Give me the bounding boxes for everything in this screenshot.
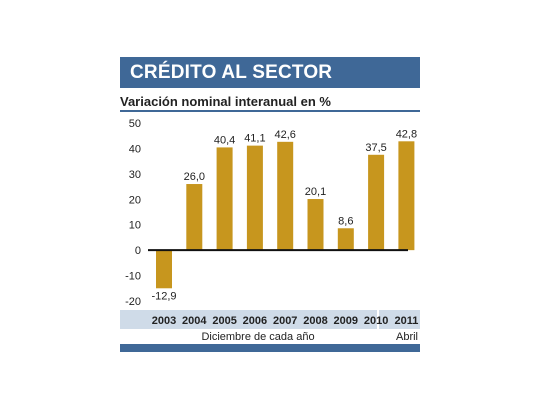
y-tick-label: 0 <box>135 245 141 257</box>
period-label-april: Abril <box>396 331 418 343</box>
data-label-2005: 40,4 <box>214 134 235 146</box>
x-tick-label-2005: 2005 <box>212 315 236 327</box>
bar-2006 <box>246 145 263 251</box>
bars <box>156 141 415 289</box>
y-tick-label: 10 <box>129 220 141 232</box>
data-label-2010: 37,5 <box>365 142 386 154</box>
x-tick-label-2008: 2008 <box>303 315 327 327</box>
chart-title: CRÉDITO AL SECTOR PRIVADO <box>120 57 420 114</box>
data-label-2003: -12,9 <box>151 290 176 302</box>
x-tick-label-2003: 2003 <box>152 315 176 327</box>
year-band <box>120 310 420 329</box>
x-tick-label-2007: 2007 <box>273 315 297 327</box>
y-tick-label: 50 <box>129 118 141 130</box>
bar-2008 <box>307 199 324 251</box>
period-label-december: Diciembre de cada año <box>201 331 314 343</box>
x-tick-label-2006: 2006 <box>243 315 267 327</box>
bar-2004 <box>186 184 203 251</box>
bar-2005 <box>216 147 233 251</box>
data-label-2008: 20,1 <box>305 186 326 198</box>
footer-band <box>120 344 420 352</box>
y-axis-ticks: 50 40 30 20 10 0 -10 -20 <box>125 118 141 308</box>
x-tick-label-2011: 2011 <box>394 315 418 327</box>
bar-2003 <box>156 250 172 289</box>
y-tick-label: 40 <box>129 143 141 155</box>
x-tick-label-2010: 2010 <box>364 315 388 327</box>
data-label-2007: 42,6 <box>274 129 295 141</box>
bar-2011 <box>398 141 415 251</box>
data-label-2011: 42,8 <box>396 128 417 140</box>
chart-subtitle: Variación nominal interanual en % <box>120 92 420 112</box>
data-labels: -12,9 26,0 40,4 41,1 42,6 20,1 8,6 37,5 42,8 <box>151 128 417 302</box>
data-label-2004: 26,0 <box>184 171 205 183</box>
x-axis-labels: 2003 2004 2005 2006 2007 2008 2009 2010 2011 <box>152 315 419 327</box>
y-tick-label: 30 <box>129 169 141 181</box>
y-tick-label: -20 <box>125 296 141 308</box>
bar-2009 <box>337 228 354 251</box>
y-tick-label: 20 <box>129 194 141 206</box>
data-label-2006: 41,1 <box>244 133 265 145</box>
y-tick-label: -10 <box>125 271 141 283</box>
bar-2010 <box>368 154 385 251</box>
bar-2007 <box>277 141 294 251</box>
x-tick-label-2004: 2004 <box>182 315 207 327</box>
x-tick-label-2009: 2009 <box>334 315 358 327</box>
data-label-2009: 8,6 <box>338 215 353 227</box>
